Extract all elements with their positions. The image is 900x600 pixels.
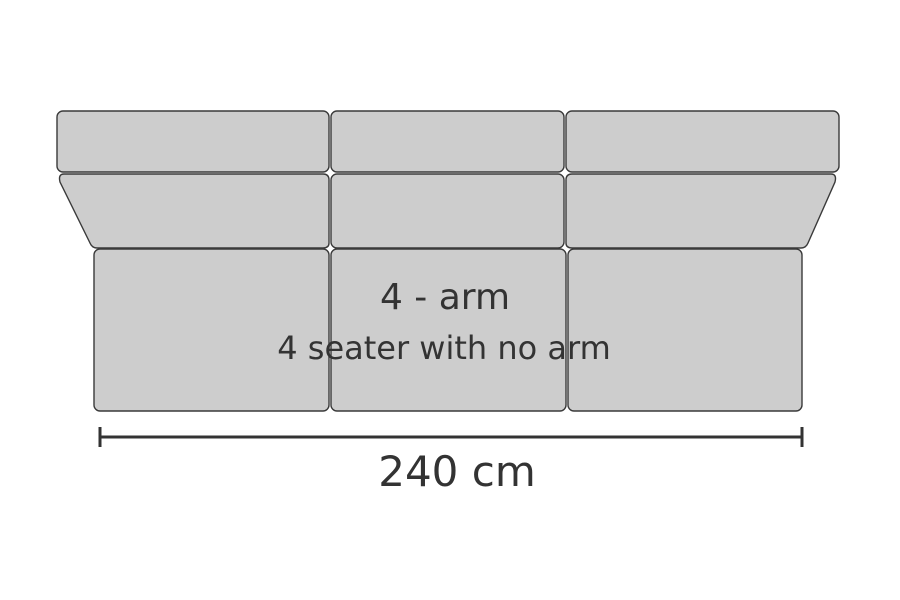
top-cushion-left [56, 110, 330, 173]
back-cushion-middle [330, 173, 565, 249]
back-cushion-left [58, 173, 330, 249]
width-label: 240 cm [378, 447, 536, 496]
description-label: 4 seater with no arm [277, 329, 611, 367]
top-cushion-middle [330, 110, 565, 173]
seat-cushion-middle [330, 248, 567, 412]
width-dimension [98, 427, 804, 447]
top-cushion-right [565, 110, 840, 173]
seat-cushion-right [567, 248, 803, 412]
backrest-angled-row [58, 173, 837, 249]
seat-cushion-left [93, 248, 330, 412]
backrest-top-row [56, 110, 840, 173]
model-label: 4 - arm [380, 277, 510, 318]
seat-row [93, 248, 803, 412]
back-cushion-right [565, 173, 837, 249]
